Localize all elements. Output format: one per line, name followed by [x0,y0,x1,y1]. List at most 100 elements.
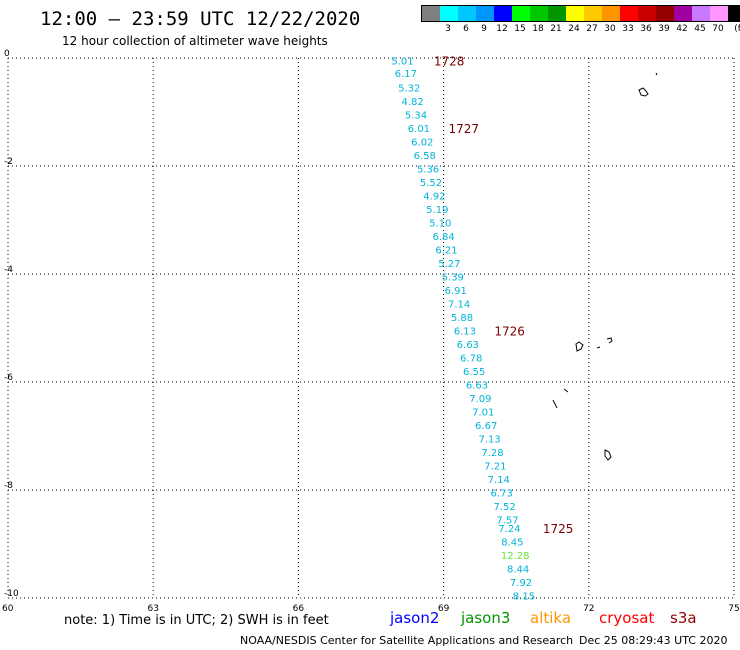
time-labels: 1728 1727 1726 1725 [434,55,573,536]
legend-label: 45 [694,24,706,34]
island-outline [606,337,613,344]
swh-value: 7.57 [496,516,518,527]
y-tick-label: -6 [4,373,13,383]
legend-label: 36 [640,24,652,34]
x-tick-label: 75 [728,604,739,614]
x-tick-label: 66 [293,604,305,614]
legend-swatch [422,6,440,21]
legend-label: 27 [586,24,598,34]
legend-label: 39 [658,24,670,34]
swh-value: 12.28 [501,551,530,562]
swh-value: 6.58 [414,151,436,162]
swh-value: 7.28 [481,448,503,459]
swh-value: 5.01 [391,57,413,68]
legend-label: 33 [622,24,634,34]
swh-value: 4.82 [401,97,423,108]
satellite-s3a: s3a [670,609,697,627]
legend-swatch [530,6,548,21]
time-label: 1727 [448,122,479,136]
island-outline [552,399,558,409]
swh-value: 6.17 [395,69,417,80]
legend-swatch [494,6,512,21]
swh-value: 6.21 [435,246,457,257]
legend-label: 21 [550,24,562,34]
swh-value: 6.73 [491,489,513,500]
legend-label: 24 [568,24,580,34]
legend-swatch [710,6,728,21]
y-tick-label: 0 [4,49,10,59]
footer-credit: NOAA/NESDIS Center for Satellite Applica… [240,634,574,647]
legend-swatch [476,6,494,21]
legend-swatch [728,6,740,21]
swh-value: 8.45 [501,537,523,548]
note-text: note: 1) Time is in UTC; 2) SWH is in fe… [64,613,329,628]
legend-swatch [602,6,620,21]
legend-swatch [656,6,674,21]
swh-value: 6.02 [411,138,433,149]
legend-label: 42 [676,24,688,34]
island-outline [638,87,649,97]
island-outline [575,341,584,352]
swh-value: 5.34 [405,111,427,122]
legend-swatch [566,6,584,21]
swh-value: 6.84 [432,232,454,243]
swh-value: 5.88 [451,313,473,324]
swh-value: 6.63 [466,381,488,392]
swh-value: 4.92 [423,192,445,203]
swh-value: 6.55 [463,367,485,378]
y-tick-label: -8 [4,481,13,491]
legend-label: 12 [496,24,508,34]
legend-swatch [692,6,710,21]
page-title: 12:00 – 23:59 UTC 12/22/2020 [40,8,361,30]
island-outline [655,72,658,76]
island-outline [563,388,569,393]
swh-value: 7.14 [488,475,510,486]
swh-value: 5.52 [420,178,442,189]
swh-value: 7.09 [469,394,491,405]
legend-swatch [584,6,602,21]
swh-value: 6.13 [454,327,476,338]
island-outline [604,449,612,461]
swh-value: 7.52 [493,502,515,513]
swh-value: 7.21 [484,462,506,473]
legend-swatch [440,6,458,21]
x-tick-label: 60 [2,604,14,614]
legend-label: 30 [604,24,616,34]
swh-value: 7.24 [498,524,520,535]
swh-value: 5.32 [398,84,420,95]
legend-swatch [548,6,566,21]
map-axes: 60 63 66 69 72 75 0 -2 -4 -6 -8 -10 [2,49,740,614]
legend-swatch [458,6,476,21]
satellite-altika: altika [530,609,572,627]
legend-swatch [638,6,656,21]
swh-value: 5.19 [426,205,448,216]
swh-value: 7.01 [472,408,494,419]
x-tick-label: 69 [438,604,450,614]
altimeter-track: 5.016.17 5.32 4.82 5.34 6.01 6.02 6.58 5.36 5.52… [391,57,535,603]
satellite-jason3: jason3 [461,609,511,627]
island-outline [596,346,601,349]
legend-swatch [620,6,638,21]
swh-value: 5.39 [442,273,464,284]
legend-label: 3 [445,24,451,34]
legend-label: 6 [463,24,469,34]
swh-value: 5.27 [438,259,460,270]
x-tick-label: 63 [147,604,158,614]
swh-value: 5.36 [417,165,439,176]
legend-label: 18 [532,24,544,34]
legend-swatch [512,6,530,21]
swh-value: 6.91 [445,286,467,297]
y-tick-label: -2 [4,157,13,167]
swh-value: 6.01 [408,124,430,135]
swh-value: 8.15 [513,591,535,602]
swh-value: 6.78 [460,354,482,365]
footer-timestamp: Dec 25 08:29:43 UTC 2020 [579,634,728,647]
time-label: 1728 [434,55,465,69]
legend-label: 15 [514,24,526,34]
satellite-jason2: jason2 [390,609,440,627]
y-tick-label: -10 [4,589,19,599]
swh-value: 6.63 [457,340,479,351]
legend-unit: (ft) [734,24,740,34]
